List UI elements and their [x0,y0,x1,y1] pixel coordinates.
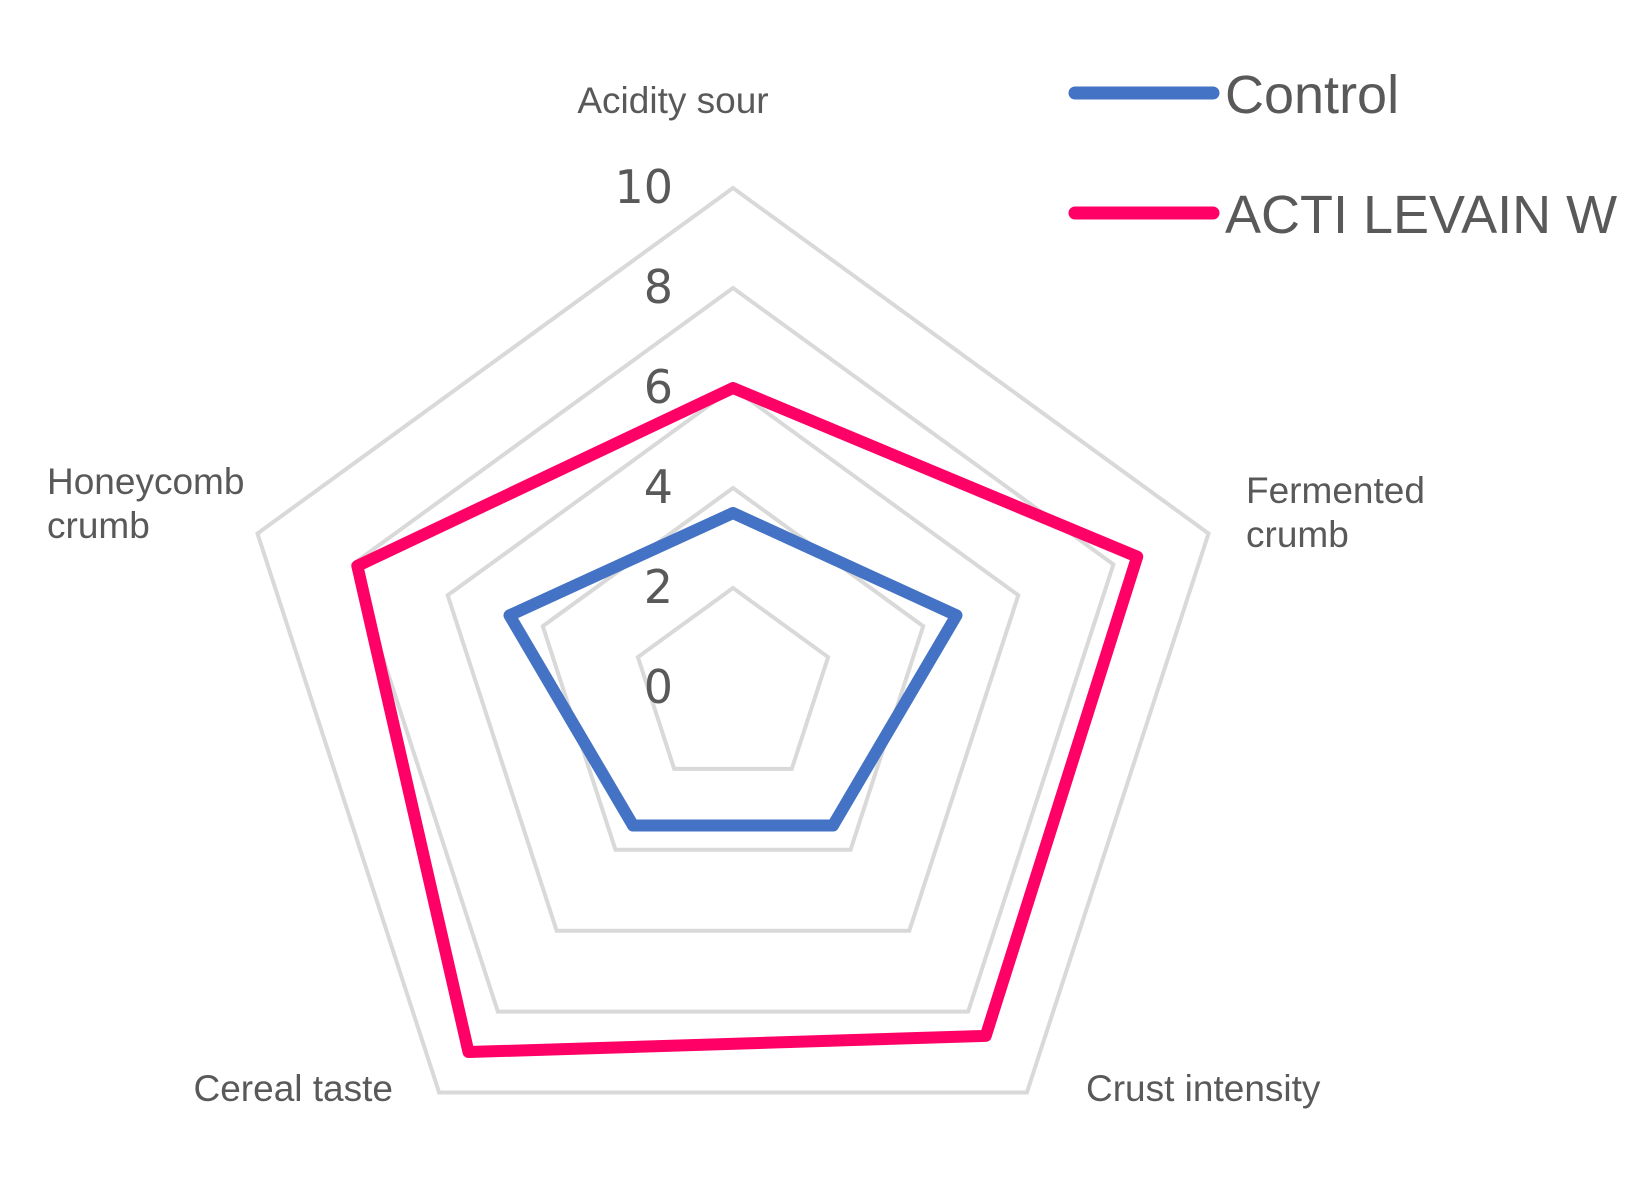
radial-tick-labels: 0 2 4 6 8 10 [614,160,673,714]
series-line-0 [503,507,963,832]
grid [255,185,1211,1095]
category-label: Cereal taste [194,1068,394,1109]
grid-ring-2 [635,585,831,771]
grid-ring-6 [445,385,1021,933]
grid-ring-10 [255,185,1211,1095]
legend-label: ACTI LEVAIN W [1225,185,1617,245]
series-lines [351,382,1144,1059]
category-label: Fermented crumb [1246,470,1425,555]
radial-tick-label: 6 [644,360,673,414]
radial-tick-label: 4 [644,460,673,514]
legend: Control ACTI LEVAIN W [1068,65,1617,245]
radial-tick-label: 10 [614,160,673,214]
radial-tick-label: 0 [644,660,673,714]
category-label: Honeycomb crumb [47,461,244,546]
radial-tick-label: 8 [644,260,673,314]
category-label: Acidity sour [577,80,768,121]
category-labels: Acidity sour Fermented crumb Crust intensit… [47,80,1425,1109]
grid-ring-4 [540,485,926,852]
radial-tick-label: 2 [644,560,673,614]
series-line-1 [351,382,1144,1059]
legend-label: Control [1225,65,1399,125]
category-label: Crust intensity [1086,1068,1321,1109]
